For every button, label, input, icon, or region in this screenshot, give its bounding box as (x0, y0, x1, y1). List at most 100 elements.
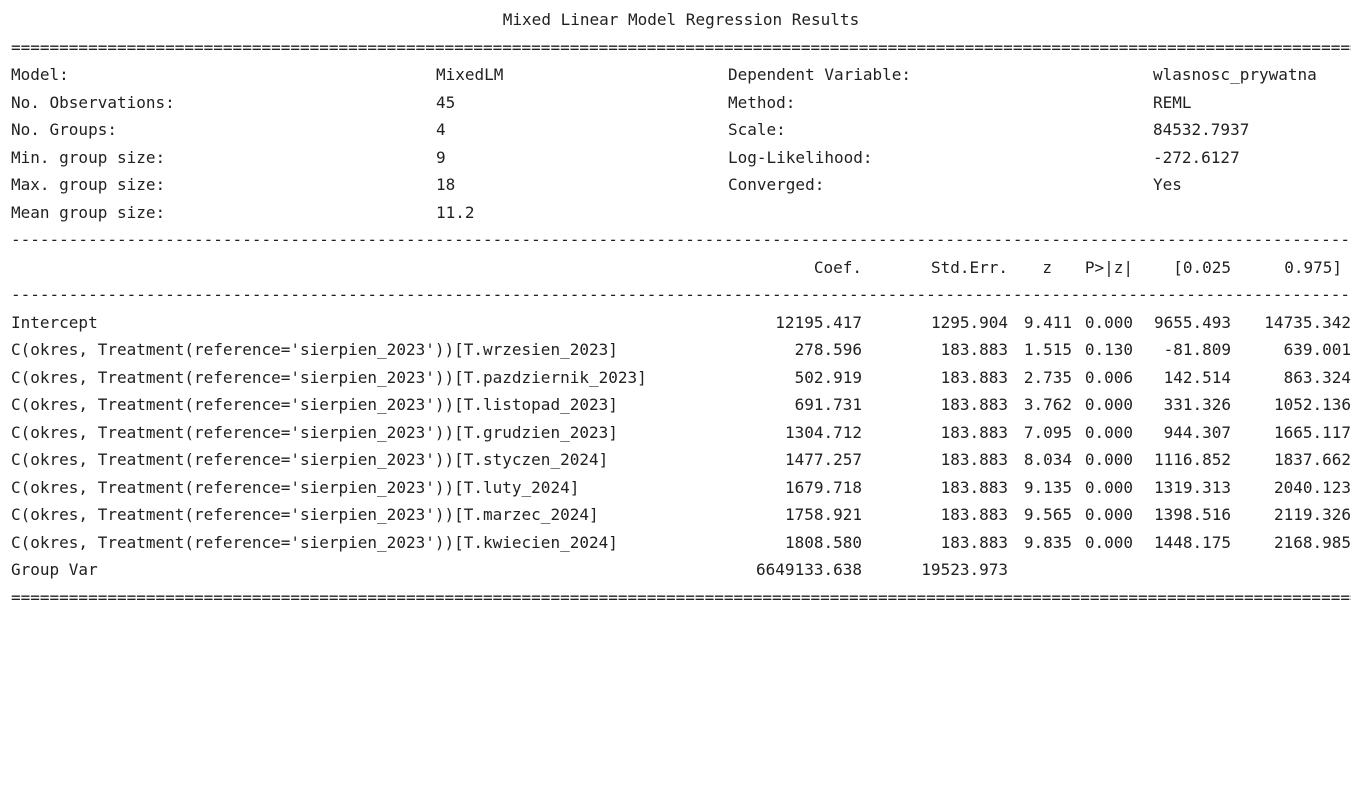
row-z: 1.515 (1023, 340, 1072, 359)
row-term-name: C(okres, Treatment(reference='sierpien_2… (11, 395, 618, 414)
header-coef: Coef. (813, 257, 862, 277)
row-ci-high: 863.324 (1283, 367, 1351, 387)
summary-value-left: 45 (436, 92, 456, 112)
row-term-name: C(okres, Treatment(reference='sierpien_2… (11, 340, 618, 359)
row-ci-low: 1116.852 (1153, 450, 1231, 469)
summary-value-left: 11.2 (436, 202, 475, 222)
single-rule-lower: ----------------------------------------… (11, 285, 1351, 304)
summary-label-right: Converged: (728, 175, 825, 194)
row-p-value: 0.006 (1084, 367, 1133, 387)
summary-value-left: 4 (436, 120, 446, 139)
summary-label-right: Dependent Variable: (728, 65, 912, 84)
row-std-err: 183.883 (940, 422, 1008, 442)
summary-row: Min. group size: 9 Log-Likelihood: -272.… (11, 144, 1351, 172)
row-std-err: 1295.904 (930, 312, 1008, 332)
row-coef: 1679.718 (784, 477, 862, 497)
row-ci-high: 1665.117 (1273, 422, 1351, 442)
results-title: Mixed Linear Model Regression Results (502, 10, 860, 29)
row-p-value: 0.000 (1084, 422, 1133, 442)
row-z: 2.735 (1023, 367, 1072, 387)
summary-row: Model: MixedLM Dependent Variable: wlasn… (11, 61, 1351, 89)
table-row: Intercept 12195.417 1295.904 9.411 0.000… (11, 309, 1351, 337)
table-row: C(okres, Treatment(reference='sierpien_2… (11, 364, 1351, 392)
summary-label-left: Min. group size: (11, 147, 166, 167)
row-p-value: 0.000 (1084, 450, 1133, 469)
row-term-name: C(okres, Treatment(reference='sierpien_2… (11, 367, 647, 387)
row-term-name: C(okres, Treatment(reference='sierpien_2… (11, 477, 580, 497)
row-coef: 1808.580 (784, 532, 862, 552)
row-std-err: 183.883 (940, 532, 1008, 552)
row-z: 7.095 (1023, 422, 1072, 442)
header-z: z (1042, 257, 1052, 277)
header-std-err: Std.Err. (930, 257, 1008, 277)
row-coef: 1304.712 (784, 422, 862, 442)
summary-value-left: MixedLM (436, 65, 504, 84)
row-ci-low: 331.326 (1163, 395, 1231, 414)
row-z: 9.565 (1023, 505, 1072, 524)
row-std-err: 183.883 (940, 367, 1008, 387)
row-coef: 1758.921 (784, 505, 862, 524)
coefficient-table-body: Intercept 12195.417 1295.904 9.411 0.000… (11, 309, 1351, 584)
row-term-name: Intercept (11, 312, 98, 332)
row-z: 9.411 (1023, 312, 1072, 332)
summary-value-right: Yes (1153, 175, 1182, 194)
row-term-name: C(okres, Treatment(reference='sierpien_2… (11, 450, 609, 469)
table-row: C(okres, Treatment(reference='sierpien_2… (11, 474, 1351, 502)
row-p-value: 0.130 (1084, 340, 1133, 359)
summary-label-left: Max. group size: (11, 175, 166, 194)
row-coef: 1477.257 (784, 450, 862, 469)
row-z: 9.135 (1023, 477, 1072, 497)
row-ci-high: 14735.342 (1264, 312, 1351, 332)
row-coef: 12195.417 (775, 312, 862, 332)
table-row: C(okres, Treatment(reference='sierpien_2… (11, 391, 1351, 419)
table-row: C(okres, Treatment(reference='sierpien_2… (11, 419, 1351, 447)
row-std-err: 183.883 (940, 395, 1008, 414)
summary-label-right: Log-Likelihood: (728, 147, 873, 167)
summary-label-left: Mean group size: (11, 202, 166, 222)
coefficient-table-header: Coef. Std.Err. z P>|z| [0.025 0.975] (11, 254, 1351, 282)
model-summary-block: Model: MixedLM Dependent Variable: wlasn… (11, 61, 1351, 226)
summary-row: No. Groups: 4 Scale: 84532.7937 (11, 116, 1351, 144)
regression-results-output: Mixed Linear Model Regression Results ==… (11, 6, 1351, 611)
row-coef: 278.596 (794, 340, 862, 359)
table-row: Group Var 6649133.638 19523.973 (11, 556, 1351, 584)
summary-label-left: Model: (11, 65, 69, 84)
header-ci-high: 0.975] (1284, 257, 1342, 277)
header-p-value: P>|z| (1084, 257, 1133, 277)
row-ci-low: 944.307 (1163, 422, 1231, 442)
row-term-name: C(okres, Treatment(reference='sierpien_2… (11, 532, 618, 552)
row-ci-low: 1398.516 (1153, 505, 1231, 524)
row-ci-low: 1319.313 (1153, 477, 1231, 497)
row-std-err: 183.883 (940, 505, 1008, 524)
row-p-value: 0.000 (1084, 505, 1133, 524)
row-ci-high: 639.001 (1283, 340, 1351, 359)
row-term-name: C(okres, Treatment(reference='sierpien_2… (11, 505, 599, 524)
row-std-err: 183.883 (940, 477, 1008, 497)
table-row: C(okres, Treatment(reference='sierpien_2… (11, 446, 1351, 474)
row-coef: 6649133.638 (756, 560, 862, 579)
summary-value-left: 18 (436, 175, 456, 194)
summary-value-left: 9 (436, 147, 446, 167)
row-std-err: 183.883 (940, 450, 1008, 469)
summary-label-left: No. Groups: (11, 120, 117, 139)
row-p-value: 0.000 (1084, 532, 1133, 552)
row-ci-high: 2040.123 (1273, 477, 1351, 497)
single-rule-upper: ----------------------------------------… (11, 230, 1351, 249)
table-row: C(okres, Treatment(reference='sierpien_2… (11, 501, 1351, 529)
row-ci-low: 1448.175 (1153, 532, 1231, 552)
table-row: C(okres, Treatment(reference='sierpien_2… (11, 336, 1351, 364)
summary-value-right: 84532.7937 (1153, 120, 1250, 139)
row-z: 3.762 (1023, 395, 1072, 414)
summary-label-right: Scale: (728, 120, 786, 139)
row-term-name: C(okres, Treatment(reference='sierpien_2… (11, 422, 618, 442)
summary-value-right: wlasnosc_prywatna (1153, 65, 1317, 84)
row-p-value: 0.000 (1084, 395, 1133, 414)
row-z: 9.835 (1023, 532, 1072, 552)
row-std-err: 19523.973 (921, 560, 1008, 579)
row-ci-high: 2168.985 (1273, 532, 1351, 552)
double-rule-top: ========================================… (11, 37, 1351, 57)
table-row: C(okres, Treatment(reference='sierpien_2… (11, 529, 1351, 557)
row-coef: 691.731 (794, 395, 862, 414)
summary-row: Mean group size: 11.2 (11, 199, 1351, 227)
summary-row: Max. group size: 18 Converged: Yes (11, 171, 1351, 199)
